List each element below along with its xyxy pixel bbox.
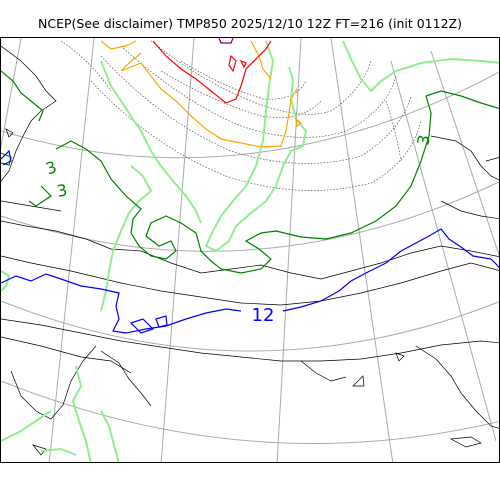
dotted-contour: [60, 40, 112, 92]
coastlines: [1, 45, 499, 456]
coastline: [449, 436, 482, 448]
minus-isotherm-line: [295, 117, 302, 128]
plus-twelve-line: [155, 315, 168, 328]
plus-three-isotherm: [1, 70, 499, 274]
coastline: [1, 255, 499, 306]
dotted-contour: [120, 45, 397, 138]
coastline: [395, 352, 405, 362]
parallel-line: [1, 380, 499, 444]
zero-isotherm-line: [1, 410, 52, 442]
parallel-line: [1, 300, 499, 352]
parallel-line: [1, 181, 499, 252]
meridian-line: [430, 50, 499, 257]
coastline: [485, 157, 499, 162]
coastline: [5, 128, 14, 138]
plus-twelve-line: [1, 149, 12, 166]
coastline: [415, 345, 499, 429]
meridian-line: [160, 38, 195, 462]
zero-isotherm-line: [100, 410, 120, 462]
coastline: [1, 220, 499, 280]
dotted-contour: [100, 55, 412, 164]
coastline: [100, 350, 152, 407]
plus-three-line: [28, 185, 52, 207]
coastline: [1, 200, 62, 212]
plus-twelve-isotherm: [1, 149, 499, 334]
meridian-line: [330, 38, 394, 462]
zero-isotherm-line: [342, 40, 499, 93]
dotted-contour: [150, 40, 372, 115]
minus-isotherm-line: [100, 40, 137, 50]
zero-isotherm-line: [204, 40, 308, 253]
zero-isotherm-line: [71, 365, 92, 462]
isotherm-label-12: 12: [252, 305, 275, 326]
zero-isotherm: [1, 40, 499, 462]
parallel-line: [1, 71, 499, 159]
cold-isotherm-line: [228, 54, 237, 73]
isotherm-label-3-east: 3: [413, 133, 433, 146]
plus-twelve-line: [129, 318, 155, 334]
coastline: [1, 336, 132, 374]
coastline: [352, 375, 365, 387]
map-canvas: 12 3 3 3: [1, 38, 499, 462]
minus-isotherm-line: [120, 52, 298, 148]
coastline: [10, 345, 97, 420]
map-panel: 12 3 3 3: [0, 37, 500, 463]
graticule: [1, 38, 499, 462]
meridian-line: [390, 60, 497, 442]
plus-three-line: [55, 95, 432, 274]
isotherm-label-3-west-a: 3: [43, 157, 59, 178]
coastline: [430, 135, 499, 181]
coastline: [440, 200, 499, 220]
coastline: [1, 45, 57, 182]
plus-three-line: [425, 90, 499, 110]
isotherm-label-3-west-b: 3: [55, 180, 68, 200]
meridian-line: [1, 38, 22, 150]
meridian-line: [48, 38, 95, 462]
zero-isotherm-line: [100, 60, 202, 224]
dotted-contour: [180, 60, 307, 100]
cold-isotherm-line: [239, 59, 247, 69]
meridian-line: [276, 38, 302, 462]
dotted-contours: [60, 40, 422, 191]
zero-isotherm-line: [40, 447, 77, 456]
coastline: [1, 318, 499, 362]
dotted-contour: [90, 80, 422, 191]
dotted-contour: [160, 70, 322, 119]
coldest-isotherm: [218, 38, 234, 44]
plus-three-line: [1, 70, 44, 122]
dotted-contour: [385, 100, 402, 162]
coastline: [300, 360, 347, 382]
minus-isotherm: [100, 40, 302, 148]
plus-twelve-line: [282, 228, 499, 312]
coastline: [32, 444, 47, 456]
cold-isotherm-line: [152, 40, 272, 104]
plus-twelve-line: [1, 273, 242, 334]
chart-title: NCEP(See disclaimer) TMP850 2025/12/10 1…: [38, 16, 462, 31]
zero-isotherm-line: [1, 270, 11, 292]
zero-isotherm-line: [100, 165, 153, 312]
coldest-isotherm-line: [218, 38, 234, 44]
cold-isotherm: [152, 40, 272, 104]
minus-isotherm-line: [250, 40, 272, 80]
